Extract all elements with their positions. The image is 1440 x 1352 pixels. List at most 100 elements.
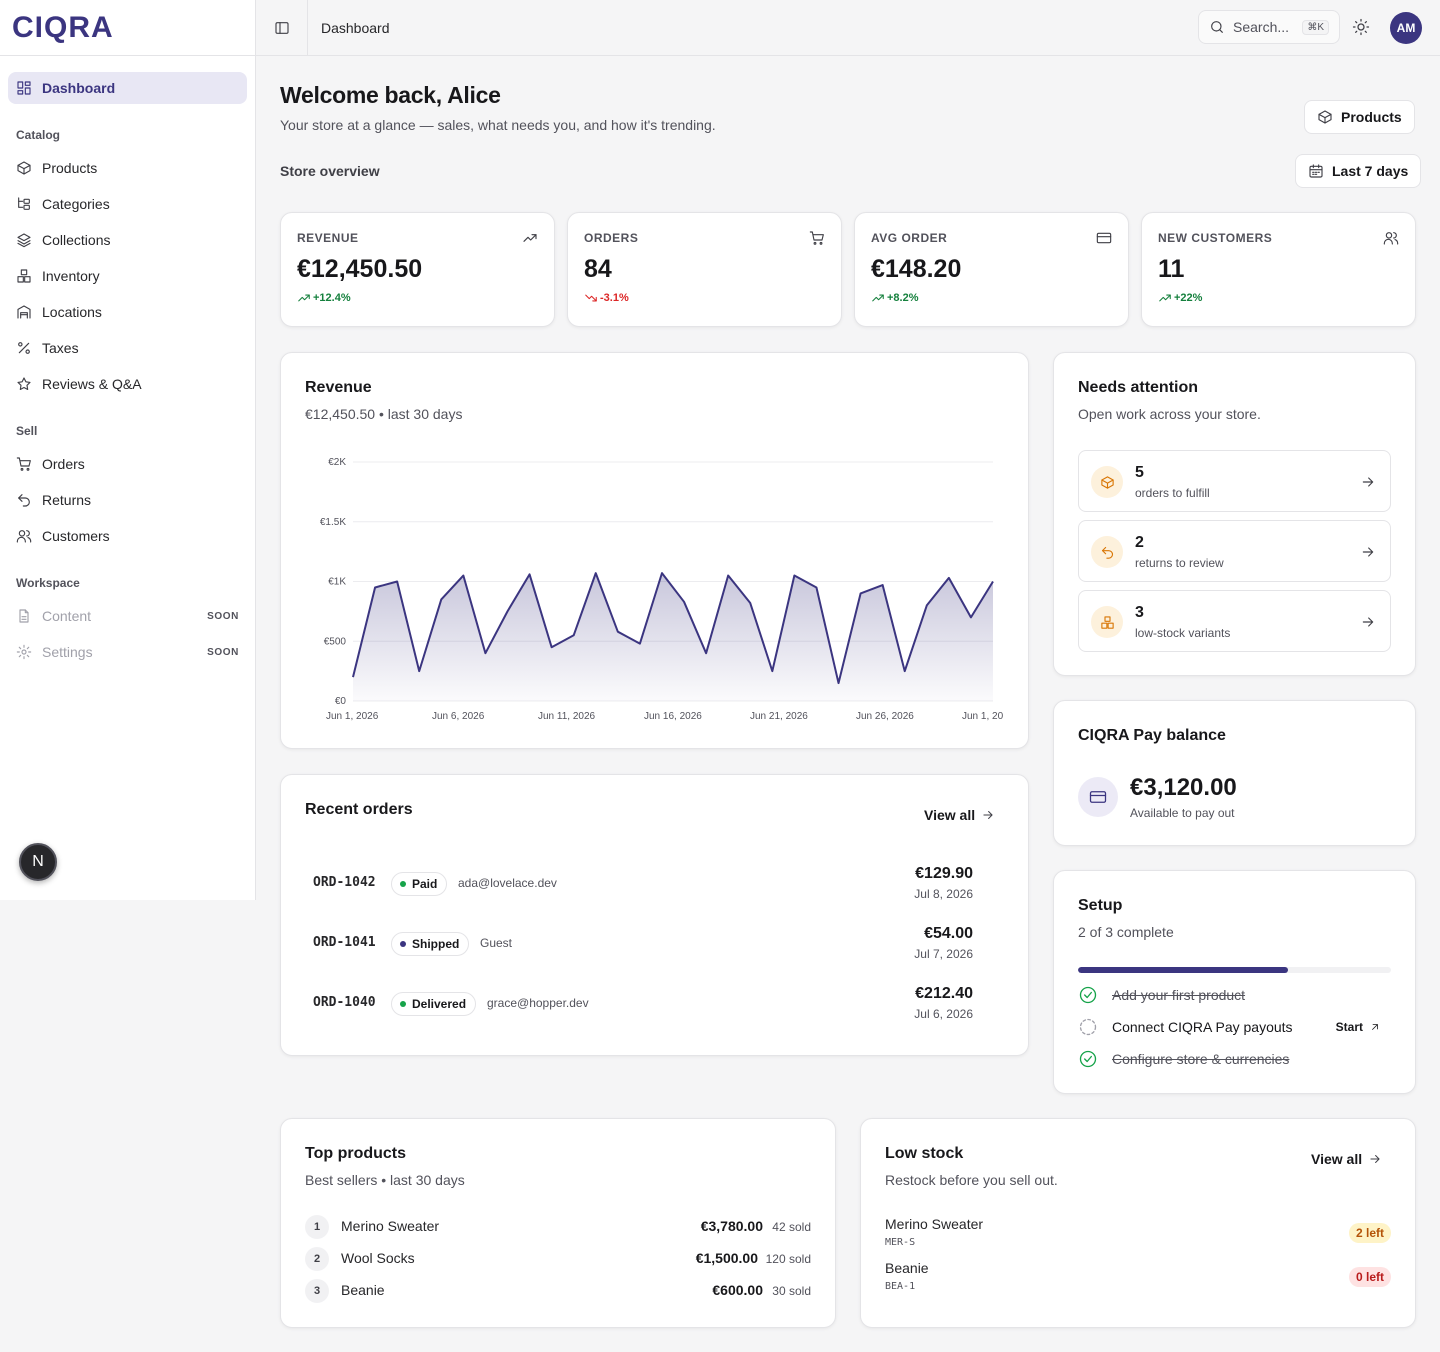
- attention-count: 2: [1135, 534, 1144, 551]
- sidebar-toggle-button[interactable]: [256, 0, 308, 56]
- status-label: Paid: [412, 877, 438, 891]
- folder-tree-icon: [18, 197, 30, 210]
- sidebar-item-categories[interactable]: Categories: [8, 188, 247, 220]
- chart-x-tick: Jun 16, 2026: [644, 711, 702, 722]
- setup-step-label: Connect CIQRA Pay payouts: [1112, 1019, 1293, 1035]
- sidebar-item-label: Customers: [42, 528, 110, 544]
- stock-badge: 0 left: [1348, 1267, 1391, 1287]
- order-amount: €129.90: [915, 865, 973, 882]
- pending-circle-icon: [1079, 1018, 1097, 1036]
- product-sold-count: 120 sold: [765, 1252, 811, 1266]
- stat-delta: +22%: [1158, 291, 1202, 305]
- attention-item-orders[interactable]: 5 orders to fulfill: [1078, 450, 1391, 512]
- brand-logo[interactable]: CIQRA: [0, 0, 255, 56]
- breadcrumb: Dashboard: [321, 19, 390, 36]
- sidebar-item-taxes[interactable]: Taxes: [8, 332, 247, 364]
- sidebar-item-reviews[interactable]: Reviews & Q&A: [8, 368, 247, 400]
- sidebar-item-returns[interactable]: Returns: [8, 484, 247, 516]
- attention-item-low-stock[interactable]: 3 low-stock variants: [1078, 590, 1391, 652]
- file-text-icon: [19, 609, 29, 623]
- sidebar-item-label: Collections: [42, 232, 111, 248]
- link-label: View all: [1311, 1151, 1363, 1167]
- revenue-chart: €2K €1.5K €1K €500 €0 Jun 1, 2026 Jun 6, 2026 J…: [320, 457, 1004, 722]
- sidebar-item-orders[interactable]: Orders: [8, 448, 247, 480]
- table-row[interactable]: ORD-1042 Paid ada@lovelace.dev €129.90 J…: [313, 865, 973, 905]
- check-circle-icon: [1079, 1050, 1097, 1068]
- products-button[interactable]: Products: [1304, 100, 1415, 134]
- attention-label: orders to fulfill: [1135, 486, 1210, 500]
- arrow-right-icon: [1362, 547, 1374, 557]
- setup-start-button[interactable]: Start: [1336, 1020, 1381, 1034]
- sidebar-item-label: Orders: [42, 456, 85, 472]
- date-range-button[interactable]: Last 7 days: [1295, 154, 1422, 188]
- sidebar-item-inventory[interactable]: Inventory: [8, 260, 247, 292]
- sidebar-item-products[interactable]: Products: [8, 152, 247, 184]
- calendar-icon: [1309, 164, 1323, 178]
- order-amount: €54.00: [924, 925, 973, 942]
- stat-delta-value: +12.4%: [313, 292, 351, 304]
- revenue-card: Revenue €12,450.50 • last 30 days €2K €1.…: [280, 352, 1029, 749]
- sidebar-item-collections[interactable]: Collections: [8, 224, 247, 256]
- table-row[interactable]: ORD-1040 Delivered grace@hopper.dev €212…: [313, 985, 973, 1025]
- sidebar-item-content[interactable]: Content SOON: [8, 600, 247, 632]
- search-shortcut: ⌘K: [1302, 19, 1329, 35]
- dev-indicator-badge[interactable]: N: [19, 843, 57, 881]
- setup-step-label: Configure store & currencies: [1112, 1051, 1290, 1067]
- product-sku: BEA-1: [885, 1281, 916, 1292]
- product-revenue: €1,500.00: [695, 1250, 758, 1266]
- wallet-icon-badge: [1078, 777, 1118, 817]
- stat-label: NEW CUSTOMERS: [1158, 231, 1273, 245]
- credit-card-icon: [1096, 232, 1112, 244]
- arrow-right-icon: [1370, 1155, 1380, 1163]
- setup-step-payouts: Connect CIQRA Pay payouts Start: [1078, 1016, 1391, 1038]
- chart-y-tick: €500: [324, 636, 347, 647]
- sidebar-nav: Dashboard Catalog Products Categories Co…: [0, 56, 255, 688]
- order-id: ORD-1040: [313, 995, 376, 1010]
- sidebar-item-label: Locations: [42, 304, 102, 320]
- product-revenue: €600.00: [712, 1282, 763, 1298]
- attention-item-returns[interactable]: 2 returns to review: [1078, 520, 1391, 582]
- avatar[interactable]: AM: [1390, 12, 1422, 44]
- trending-up-icon: [872, 294, 884, 302]
- product-name[interactable]: Merino Sweater: [341, 1218, 440, 1234]
- product-name[interactable]: Merino Sweater: [885, 1216, 984, 1232]
- balance-amount: €3,120.00: [1130, 774, 1237, 801]
- card-title: Top products: [305, 1145, 407, 1162]
- status-dot: [400, 881, 406, 887]
- button-label: Start: [1335, 1020, 1363, 1034]
- sidebar-item-customers[interactable]: Customers: [8, 520, 247, 552]
- arrow-right-icon: [1362, 477, 1374, 487]
- needs-attention-card: Needs attention Open work across your st…: [1053, 352, 1416, 676]
- view-all-low-stock-link[interactable]: View all: [1311, 1151, 1382, 1167]
- product-sold-count: 30 sold: [772, 1284, 811, 1298]
- product-name[interactable]: Wool Socks: [341, 1250, 415, 1266]
- view-all-orders-link[interactable]: View all: [924, 807, 995, 823]
- product-name[interactable]: Beanie: [341, 1282, 385, 1298]
- sidebar-item-locations[interactable]: Locations: [8, 296, 247, 328]
- panel-left-icon: [274, 21, 289, 34]
- layers-icon: [17, 233, 31, 248]
- theme-toggle-button[interactable]: [1352, 18, 1370, 41]
- arrow-right-icon: [983, 811, 993, 819]
- chart-series-line[interactable]: [352, 572, 994, 685]
- status-label: Delivered: [412, 997, 467, 1011]
- chart-x-tick: Jun 1, 20: [962, 711, 1004, 722]
- table-row[interactable]: ORD-1041 Shipped Guest €54.00 Jul 7, 202…: [313, 925, 973, 965]
- product-name[interactable]: Beanie: [885, 1260, 929, 1276]
- card-title: Low stock: [885, 1145, 964, 1162]
- status-badge: Paid: [391, 872, 448, 896]
- sidebar-item-dashboard[interactable]: Dashboard: [8, 72, 247, 104]
- stat-label: AVG ORDER: [871, 231, 948, 245]
- setup-progress-bar: [1078, 967, 1391, 973]
- package-icon: [1100, 475, 1114, 489]
- chart-y-tick: €1.5K: [320, 517, 346, 528]
- search-icon: [1211, 21, 1223, 33]
- card-subtitle: €12,450.50 • last 30 days: [305, 406, 463, 422]
- search-input[interactable]: Search... ⌘K: [1198, 10, 1340, 44]
- status-dot: [400, 941, 406, 947]
- sidebar-item-settings[interactable]: Settings SOON: [8, 636, 247, 668]
- chart-x-tick: Jun 6, 2026: [432, 711, 485, 722]
- boxes-icon: [1100, 615, 1114, 629]
- sidebar-item-label: Content: [42, 608, 92, 624]
- rank-badge: 1: [305, 1215, 329, 1239]
